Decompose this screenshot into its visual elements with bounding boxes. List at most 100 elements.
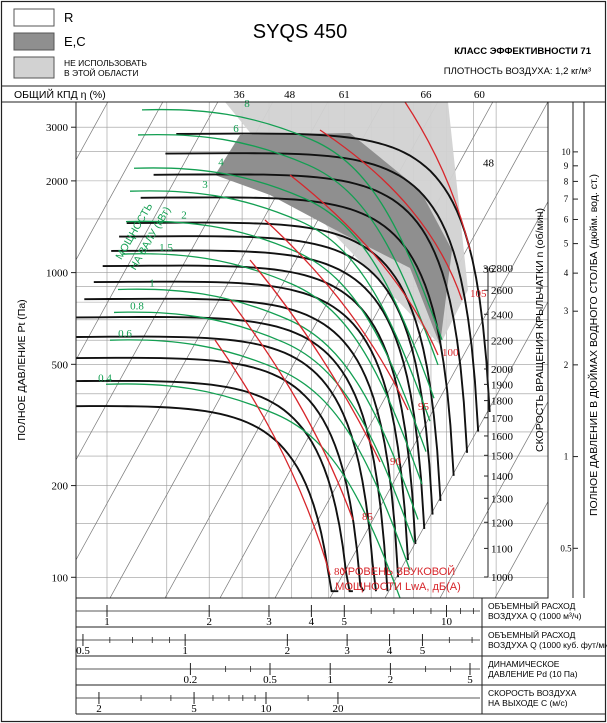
bottom-scale-label: ОБЪЕМНЫЙ РАСХОД	[488, 629, 576, 640]
speed-tick-2000: 2000	[491, 364, 514, 376]
power-tick-4: 4	[218, 156, 224, 168]
system-line	[439, 400, 548, 598]
system-line	[384, 300, 548, 598]
power-curve	[137, 133, 439, 366]
efficiency-tick-36: 36	[234, 89, 246, 101]
efficiency-side-tick-48: 48	[483, 157, 495, 169]
regions	[215, 102, 468, 345]
bottom-scale-label: ДАВЛЕНИЕ Pd (10 Па)	[488, 669, 578, 679]
plot-frame	[75, 101, 549, 599]
inch-tick-3: 3	[564, 306, 569, 316]
speed-tick-1500: 1500	[491, 450, 514, 462]
speed-tick-2400: 2400	[491, 309, 514, 321]
fan-curve-1600	[93, 280, 409, 561]
bottom-major-label: 0.5	[263, 674, 277, 686]
bottom-scale-label: ДИНАМИЧЕСКОЕ	[488, 659, 560, 669]
power-tick-2: 2	[181, 210, 187, 222]
sound-curve	[264, 219, 409, 411]
bottom-major-label: 2	[285, 645, 291, 657]
fan-curve-1500	[84, 297, 400, 578]
legend-swatch-ec	[13, 32, 55, 51]
fan-curve-1800	[111, 249, 426, 529]
bottom-major-label: 5	[467, 674, 473, 686]
bottom-major-label: 4	[387, 645, 393, 657]
inch-tick-8: 8	[564, 176, 569, 186]
power-curve	[133, 167, 435, 399]
sound-tick-95: 95	[418, 401, 430, 413]
speed-tick-2800: 2800	[491, 263, 514, 275]
power-curve	[105, 383, 401, 598]
sound-tick-90: 90	[390, 456, 402, 468]
sound-tick-80: 80	[334, 566, 346, 578]
speed-tick-1800: 1800	[491, 396, 514, 408]
bottom-major-label: 1	[327, 674, 333, 686]
inch-tick-5: 5	[564, 239, 569, 249]
inch-tick-4: 4	[564, 268, 569, 278]
chart-title: SYQS 450	[253, 21, 348, 43]
y-tick-label-3000: 3000	[46, 122, 69, 134]
sound-tick-100: 100	[442, 347, 459, 359]
bottom-major-label: 0.2	[184, 674, 198, 686]
legend: R E,C НЕ ИСПОЛЬЗОВАТЬ В ЭТОЙ ОБЛАСТИ	[13, 8, 147, 79]
bottom-major-label: 5	[420, 645, 426, 657]
bottom-major-label: 2	[96, 703, 102, 715]
legend-label-r: R	[64, 10, 73, 25]
power-tick-8: 8	[244, 98, 250, 110]
bottom-scale-label: СКОРОСТЬ ВОЗДУХА	[488, 688, 577, 698]
speed-tick-1300: 1300	[491, 493, 514, 505]
bottom-major-label: 5	[191, 703, 197, 715]
system-line	[76, 102, 274, 461]
bottom-major-label: 1	[104, 616, 110, 628]
fan-curve-2400	[153, 173, 469, 453]
efficiency-class: КЛАСС ЭФФЕКТИВНОСТИ 71	[454, 46, 591, 57]
speed-tick-2200: 2200	[491, 335, 514, 347]
legend-swatch-no-use	[13, 56, 55, 79]
bottom-major-label: 10	[261, 703, 273, 715]
y-tick-label-500: 500	[52, 359, 69, 371]
efficiency-tick-60: 60	[474, 89, 486, 101]
inch-tick-2: 2	[564, 360, 569, 370]
power-tick-6: 6	[233, 123, 239, 135]
fan-curve-2000	[126, 221, 442, 502]
power-curve	[125, 220, 427, 452]
sound-label-1: УРОВЕНЬ ЗВУКОВОЙ	[341, 565, 455, 578]
inch-tick-7: 7	[564, 194, 569, 204]
sound-curve	[214, 339, 331, 576]
fan-curve-2600	[165, 152, 480, 432]
speed-tick-1700: 1700	[491, 413, 514, 425]
y-tick-label-2000: 2000	[46, 176, 69, 188]
y-tick-label-1000: 1000	[46, 268, 69, 280]
sound-curve	[249, 259, 381, 463]
bottom-scale-label: ВОЗДУХА Q (1000 куб. фут/мин)	[488, 640, 607, 650]
fan-curve-2200	[140, 196, 455, 476]
speed-tick-1900: 1900	[491, 379, 514, 391]
fan-curve-1700	[102, 264, 417, 545]
efficiency-side-tick-36: 36	[483, 264, 495, 276]
sound-tick-105: 105	[470, 288, 487, 300]
ec-region	[215, 133, 452, 345]
legend-label-ec: E,C	[64, 34, 86, 49]
bottom-scale-label: ОБЪЕМНЫЙ РАСХОД	[488, 600, 576, 611]
bottom-major-label: 10	[441, 616, 453, 628]
y-tick-label-100: 100	[52, 572, 69, 584]
sound-curve	[229, 299, 354, 521]
efficiency-tick-48: 48	[284, 89, 296, 101]
labels: 3648616660483610020050010002000300010001…	[46, 89, 578, 598]
bottom-scale-label: ВОЗДУХА Q (1000 м³/ч)	[488, 611, 582, 621]
efficiency-tick-66: 66	[420, 89, 432, 101]
power-tick-3: 3	[202, 179, 208, 191]
speed-tick-1600: 1600	[491, 431, 514, 443]
speed-tick-1400: 1400	[491, 471, 514, 483]
power-tick-1: 1	[149, 278, 155, 290]
power-tick-1.5: 1.5	[159, 242, 173, 254]
inch-tick-9: 9	[564, 161, 569, 171]
legend-no-use-line: В ЭТОЙ ОБЛАСТИ	[64, 67, 138, 78]
bottom-major-label: 3	[344, 645, 350, 657]
inch-tick-1: 1	[564, 452, 569, 462]
fan-curve-1400	[76, 316, 389, 592]
sound-curve	[319, 129, 463, 301]
system-line	[76, 102, 219, 361]
power-curve	[129, 190, 431, 422]
y-axis-label: ПОЛНОЕ ДАВЛЕНИЕ Pt (Па)	[16, 299, 28, 440]
